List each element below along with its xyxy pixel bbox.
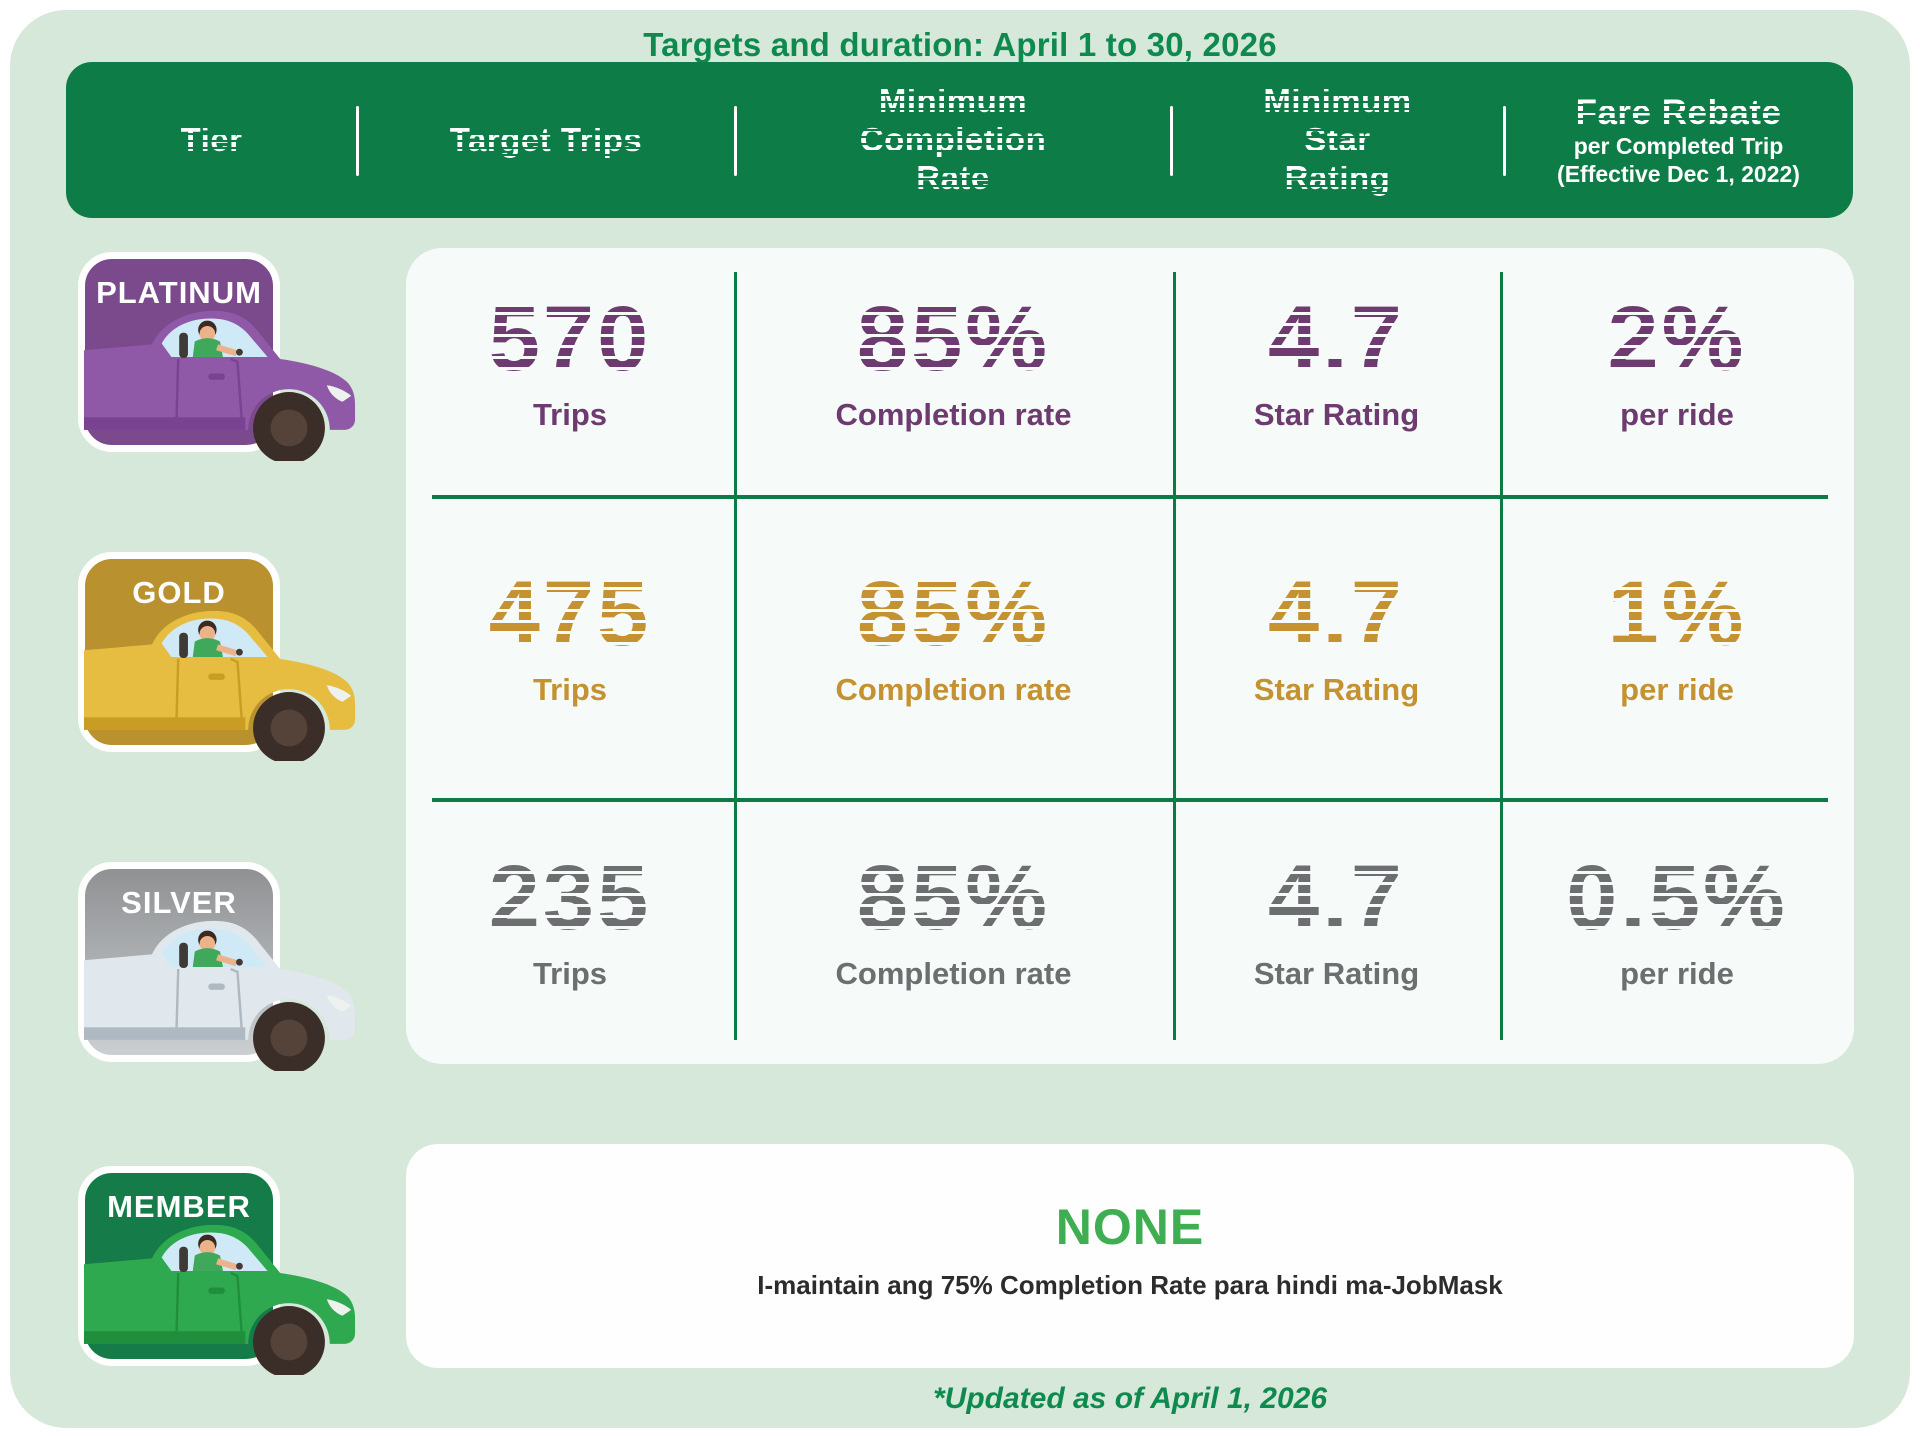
header-label-min-star: Minimum Star Rating — [1263, 81, 1412, 197]
header-label-target-trips: Target Trips — [449, 120, 643, 158]
header-col-fare-rebate: Fare Rebate per Completed Trip (Effectiv… — [1502, 62, 1853, 218]
silver-rebate-label: per ride — [1620, 956, 1734, 991]
gold-rebate-label: per ride — [1620, 671, 1734, 707]
cell-silver-rebate: 0.5% per ride — [1500, 798, 1854, 1064]
car-icon — [83, 290, 357, 461]
header-label-fare-rebate: Fare Rebate — [1575, 92, 1782, 132]
fare-rebate-subtitle: per Completed Trip — [1573, 133, 1784, 160]
cell-gold-completion: 85% Completion rate — [734, 495, 1173, 798]
gold-completion-label: Completion rate — [835, 671, 1072, 707]
header-col-min-star: Minimum Star Rating — [1169, 62, 1504, 218]
silver-rating-label: Star Rating — [1253, 956, 1420, 991]
tier-name-gold: GOLD — [132, 575, 226, 610]
tier-badge-silver: SILVER — [78, 862, 280, 1062]
gold-completion-value: 85% — [856, 562, 1051, 665]
platinum-completion-label: Completion rate — [835, 396, 1072, 432]
column-divider — [734, 272, 737, 1040]
cell-platinum-rebate: 2% per ride — [1500, 248, 1854, 495]
tier-name-member: MEMBER — [107, 1189, 251, 1224]
cell-silver-rating: 4.7 Star Rating — [1173, 798, 1500, 1064]
cell-platinum-completion: 85% Completion rate — [734, 248, 1173, 495]
tier-badge-gold: GOLD — [78, 552, 280, 752]
fare-rebate-effective-date: (Effective Dec 1, 2022) — [1557, 160, 1800, 187]
column-divider — [1173, 272, 1176, 1040]
tier-name-silver: SILVER — [121, 885, 237, 920]
platinum-completion-value: 85% — [856, 287, 1051, 390]
cell-platinum-trips: 570 Trips — [406, 248, 734, 495]
cell-gold-trips: 475 Trips — [406, 495, 734, 798]
gold-trips-label: Trips — [532, 671, 608, 707]
row-divider — [432, 798, 1828, 802]
silver-completion-value: 85% — [856, 847, 1051, 949]
cell-platinum-rating: 4.7 Star Rating — [1173, 248, 1500, 495]
cell-silver-completion: 85% Completion rate — [734, 798, 1173, 1064]
header-col-tier: Tier — [66, 62, 357, 218]
table-header: Tier Target Trips Minimum Completion Rat… — [66, 62, 1853, 218]
poster-canvas: Targets and duration: April 1 to 30, 202… — [10, 10, 1910, 1428]
targets-table: 570 Trips 85% Completion rate 4.7 Star R… — [406, 248, 1854, 1064]
car-icon — [83, 590, 357, 761]
silver-rebate-value: 0.5% — [1566, 847, 1788, 949]
platinum-rebate-value: 2% — [1607, 287, 1747, 390]
column-divider — [1500, 272, 1503, 1040]
header-col-min-completion: Minimum Completion Rate — [733, 62, 1171, 218]
header-col-target-trips: Target Trips — [355, 62, 735, 218]
page-title: Targets and duration: April 1 to 30, 202… — [643, 26, 1277, 63]
member-targets-card: NONE I-maintain ang 75% Completion Rate … — [406, 1144, 1854, 1368]
header-label-min-completion: Minimum Completion Rate — [853, 82, 1053, 199]
tier-badge-member: MEMBER — [78, 1166, 280, 1366]
gold-rating-value: 4.7 — [1268, 562, 1405, 665]
silver-completion-label: Completion rate — [835, 956, 1072, 991]
tier-name-platinum: PLATINUM — [96, 275, 262, 310]
header-label-tier: Tier — [180, 120, 243, 158]
platinum-trips-label: Trips — [532, 396, 608, 432]
updated-note: *Updated as of April 1, 2026 — [932, 1382, 1327, 1415]
silver-rating-value: 4.7 — [1268, 847, 1405, 949]
tier-badge-platinum: PLATINUM — [78, 252, 280, 452]
cell-gold-rebate: 1% per ride — [1500, 495, 1854, 798]
car-icon — [83, 900, 357, 1071]
targets-grid: 570 Trips 85% Completion rate 4.7 Star R… — [406, 248, 1854, 1064]
row-divider — [432, 495, 1828, 499]
gold-rating-label: Star Rating — [1253, 671, 1420, 707]
platinum-rating-label: Star Rating — [1253, 396, 1420, 432]
gold-trips-value: 475 — [488, 562, 652, 665]
platinum-rating-value: 4.7 — [1268, 287, 1405, 390]
platinum-rebate-label: per ride — [1620, 396, 1734, 432]
member-note: I-maintain ang 75% Completion Rate para … — [757, 1269, 1503, 1300]
car-icon — [83, 1204, 357, 1375]
member-target-value: NONE — [1055, 1198, 1205, 1255]
silver-trips-value: 235 — [488, 847, 652, 949]
gold-rebate-value: 1% — [1607, 562, 1747, 665]
cell-gold-rating: 4.7 Star Rating — [1173, 495, 1500, 798]
silver-trips-label: Trips — [532, 956, 608, 991]
cell-silver-trips: 235 Trips — [406, 798, 734, 1064]
platinum-trips-value: 570 — [488, 287, 652, 390]
